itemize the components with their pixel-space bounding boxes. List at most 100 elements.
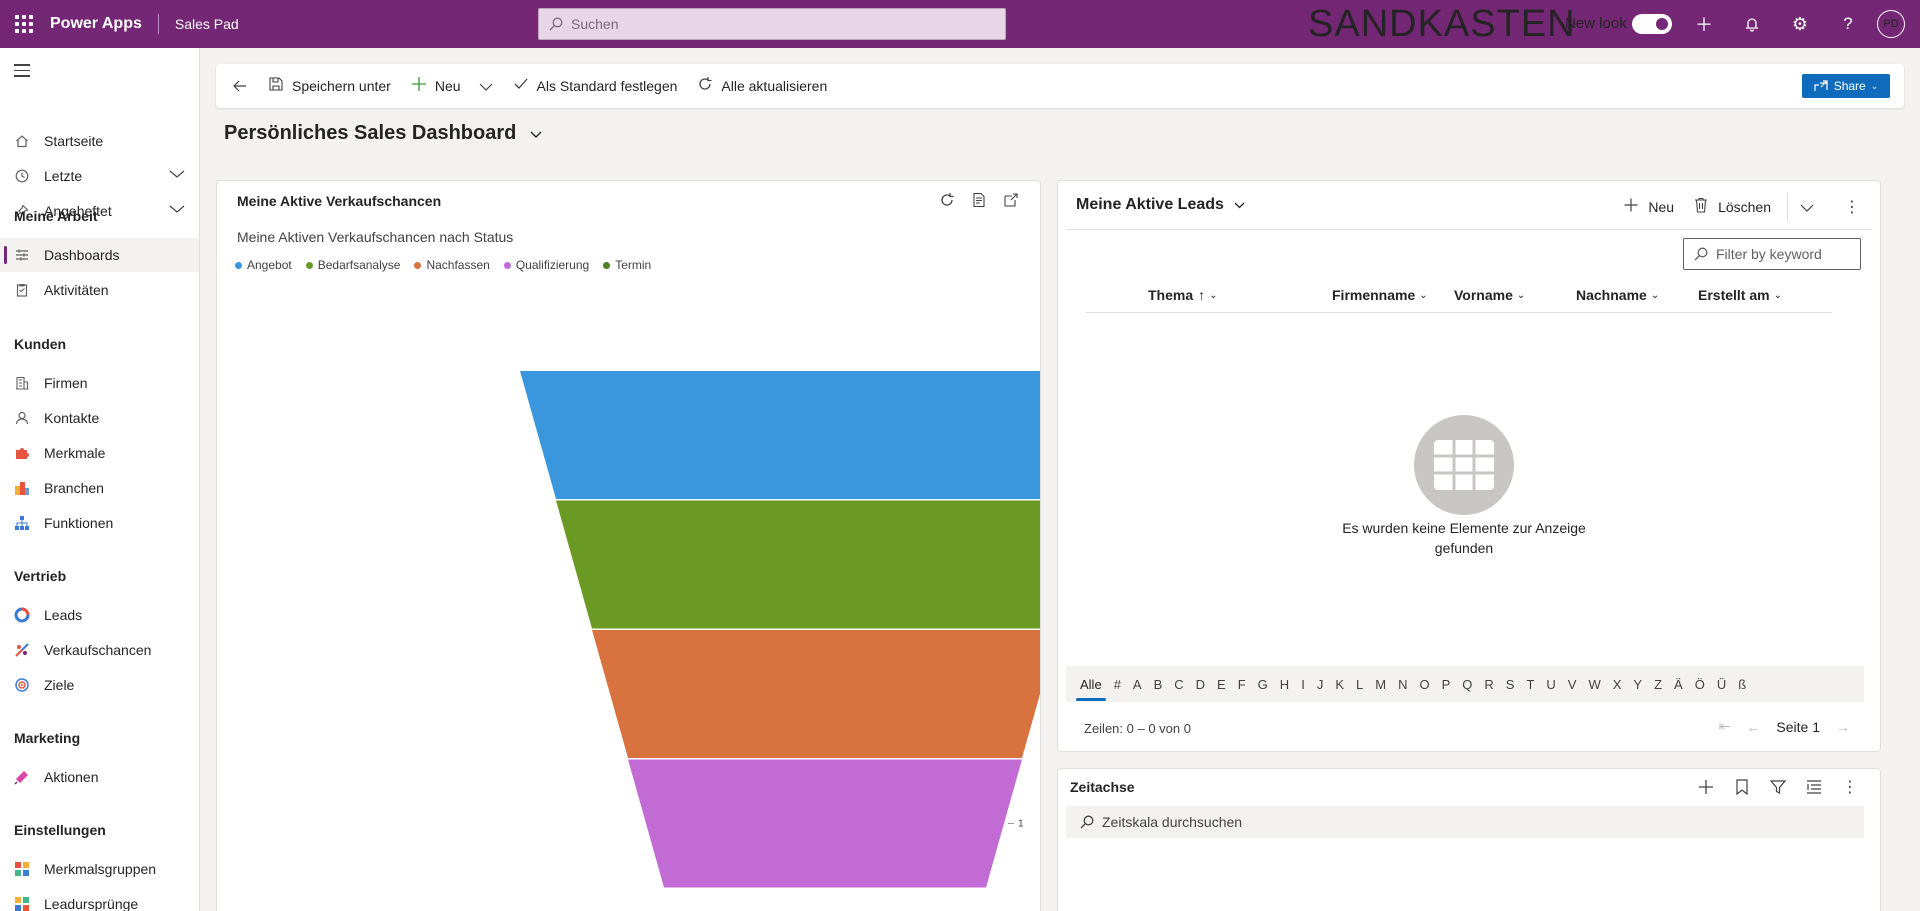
save-as-button[interactable]: Speichern unter [258, 64, 401, 108]
plus-icon[interactable] [1696, 777, 1716, 797]
jump-bar-letter[interactable]: F [1237, 676, 1246, 692]
app-launcher-button[interactable] [0, 0, 48, 48]
legend-item[interactable]: Nachfassen [414, 258, 490, 272]
avatar[interactable]: PD [1877, 10, 1905, 38]
sidebar-item-leadurspruenge[interactable]: Leadursprünge [0, 887, 199, 911]
sidebar-item-verkaufschancen[interactable]: Verkaufschancen [0, 633, 199, 667]
timeline-search-input[interactable]: Zeitskala durchsuchen [1066, 806, 1864, 838]
new-lead-button[interactable]: Neu [1624, 198, 1674, 217]
sidebar-item-aktivitaeten[interactable]: Aktivitäten [0, 273, 199, 307]
sidebar-item-leads[interactable]: Leads [0, 598, 199, 632]
view-records-icon[interactable] [970, 191, 988, 209]
jump-bar-letter[interactable]: A [1132, 676, 1142, 692]
app-name[interactable]: Power Apps [50, 15, 142, 32]
help-icon[interactable]: ? [1843, 14, 1853, 33]
legend-item[interactable]: Angebot [235, 258, 292, 272]
jump-bar-letter[interactable]: M [1375, 676, 1387, 692]
jump-bar-letter[interactable]: R [1484, 676, 1494, 692]
global-search-input[interactable]: Suchen [538, 8, 1006, 40]
bell-icon[interactable] [1740, 12, 1764, 36]
sidebar-item-kontakte[interactable]: Kontakte [0, 401, 199, 435]
chevron-down-icon[interactable] [479, 78, 493, 94]
jump-bar-letter[interactable]: # [1113, 676, 1121, 692]
jump-bar-letter[interactable]: V [1567, 676, 1577, 692]
jump-bar-letter[interactable]: J [1316, 676, 1324, 692]
environment-name[interactable]: Sales Pad [174, 16, 239, 32]
column-header-erstellt-am[interactable]: Erstellt am ⌄ [1698, 287, 1782, 303]
jump-bar-letter[interactable]: E [1217, 676, 1226, 692]
column-header-nachname[interactable]: Nachname ⌄ [1576, 287, 1659, 303]
jump-bar-letter[interactable]: G [1257, 676, 1268, 692]
chevron-down-icon[interactable] [169, 203, 185, 217]
sidebar-item-angeheftet[interactable]: Angeheftet [0, 194, 199, 228]
share-button[interactable]: Share ⌄ [1802, 74, 1890, 98]
refresh-all-button[interactable]: Alle aktualisieren [687, 64, 837, 108]
legend-item[interactable]: Termin [603, 258, 651, 272]
expand-chart-icon[interactable] [1002, 191, 1020, 209]
sidebar-item-firmen[interactable]: Firmen [0, 366, 199, 400]
sidebar-item-startseite[interactable]: Startseite [0, 124, 199, 158]
jump-bar-letter[interactable]: Alle [1074, 677, 1108, 701]
jump-bar-letter[interactable]: Q [1462, 676, 1473, 692]
filter-icon[interactable] [1768, 777, 1788, 797]
bookmark-icon[interactable] [1732, 777, 1752, 797]
sidebar-item-ziele[interactable]: Ziele [0, 668, 199, 702]
jump-bar-letter[interactable]: L [1355, 676, 1364, 692]
funnel-segment[interactable] [556, 500, 1041, 629]
jump-bar-letter[interactable]: P [1441, 676, 1451, 692]
jump-bar-letter[interactable]: U [1546, 676, 1556, 692]
funnel-segment[interactable] [628, 759, 1022, 888]
funnel-segment[interactable] [520, 371, 1041, 499]
legend-item[interactable]: Qualifizierung [503, 258, 589, 272]
more-options-icon[interactable]: ⋮ [1842, 779, 1858, 796]
chevron-down-icon[interactable] [169, 168, 185, 182]
jump-bar-letter[interactable]: W [1588, 676, 1601, 692]
new-button[interactable]: Neu [401, 64, 503, 108]
sidebar-item-letzte[interactable]: Letzte [0, 159, 199, 193]
hamburger-icon[interactable] [14, 64, 30, 81]
jump-bar-letter[interactable]: C [1174, 676, 1184, 692]
sidebar-item-branchen[interactable]: Branchen [0, 471, 199, 505]
jump-bar-letter[interactable]: N [1398, 676, 1408, 692]
column-header-firmenname[interactable]: Firmenname ⌄ [1332, 287, 1428, 303]
jump-bar-letter[interactable]: I [1301, 676, 1305, 692]
sort-list-icon[interactable] [1804, 777, 1824, 797]
set-default-button[interactable]: Als Standard festlegen [503, 64, 688, 108]
back-button[interactable] [216, 64, 258, 108]
funnel-segment[interactable] [592, 630, 1041, 758]
jump-bar-letter[interactable]: Ä [1674, 676, 1683, 692]
jump-bar-letter[interactable]: T [1526, 676, 1535, 692]
view-selector[interactable]: Meine Aktive Leads [1076, 196, 1245, 214]
sidebar-item-dashboards[interactable]: Dashboards [0, 238, 199, 272]
sidebar-item-merkmale[interactable]: Merkmale [0, 436, 199, 470]
gear-icon[interactable]: ⚙ [1791, 13, 1809, 34]
jump-bar-letter[interactable]: K [1335, 676, 1344, 692]
jump-bar-letter[interactable]: Ü [1716, 676, 1727, 692]
chevron-down-icon[interactable] [1800, 199, 1814, 215]
jump-bar-letter[interactable]: D [1195, 676, 1206, 692]
refresh-icon[interactable] [938, 191, 956, 209]
filter-input[interactable]: Filter by keyword [1683, 238, 1861, 270]
plus-icon[interactable]: ＋ [1695, 15, 1713, 35]
sidebar-item-merkmalsgruppen[interactable]: Merkmalsgruppen [0, 852, 199, 886]
new-look-toggle[interactable] [1632, 14, 1672, 34]
jump-bar-letter[interactable]: ß [1738, 676, 1747, 692]
jump-bar-letter[interactable]: Z [1654, 676, 1663, 692]
delete-button[interactable]: Löschen [1694, 197, 1771, 218]
legend-item[interactable]: Bedarfsanalyse [305, 258, 400, 272]
arrow-left-icon[interactable]: ← [1746, 718, 1761, 735]
sidebar-item-aktionen[interactable]: Aktionen [0, 760, 199, 794]
jump-bar-letter[interactable]: Y [1633, 676, 1643, 692]
arrow-right-icon[interactable]: → [1836, 718, 1850, 735]
jump-bar-letter[interactable]: H [1279, 676, 1290, 692]
jump-bar-letter[interactable]: B [1153, 676, 1163, 692]
sidebar-item-funktionen[interactable]: Funktionen [0, 506, 199, 540]
jump-bar-letter[interactable]: Ö [1694, 676, 1705, 692]
jump-bar-letter[interactable]: O [1419, 676, 1430, 692]
jump-bar-letter[interactable]: X [1612, 676, 1622, 692]
dashboard-selector[interactable]: Persönliches Sales Dashboard [224, 122, 542, 145]
first-page-icon[interactable]: ⇤ [1718, 718, 1731, 734]
column-header-thema[interactable]: Thema ↑ ⌄ [1148, 287, 1218, 303]
jump-bar-letter[interactable]: S [1505, 676, 1515, 692]
column-header-vorname[interactable]: Vorname ⌄ [1454, 287, 1525, 303]
